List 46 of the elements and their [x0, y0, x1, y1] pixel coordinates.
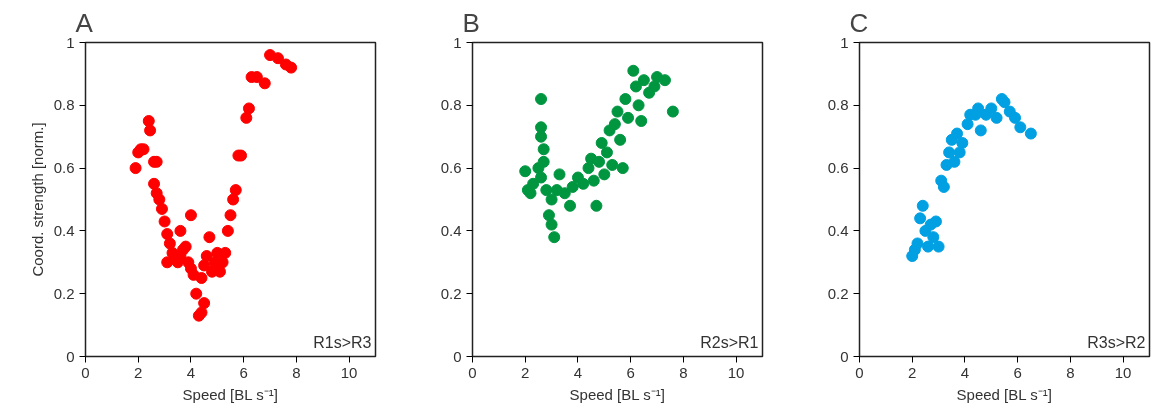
x-tick-label: 6: [626, 363, 635, 381]
x-tick-label: 4: [573, 363, 583, 381]
y-tick-label: 0.8: [827, 96, 849, 114]
annotation: R2s>R1: [700, 333, 759, 351]
x-tick-label: 4: [186, 363, 196, 381]
annotation: R1s>R3: [313, 333, 372, 351]
y-tick-label: 0.4: [827, 221, 849, 239]
y-tick-label: 0: [66, 347, 75, 365]
y-tick-label: 0.6: [53, 159, 75, 177]
x-tick-label: 8: [292, 363, 301, 381]
chart-title: B: [462, 7, 480, 38]
x-tick-label: 10: [1114, 363, 1132, 381]
x-axis-title: Speed [BL s⁻¹]: [569, 385, 665, 403]
y-tick-label: 0.4: [440, 221, 462, 239]
y-tick-label: 0.6: [440, 159, 462, 177]
x-tick-label: 10: [727, 363, 745, 381]
x-axis-title: Speed [BL s⁻¹]: [956, 385, 1052, 403]
x-tick-label: 2: [521, 363, 530, 381]
y-tick-label: 1: [66, 33, 75, 51]
y-tick-label: 0.2: [827, 284, 849, 302]
x-tick-label: 0: [855, 363, 864, 381]
x-tick-label: 8: [679, 363, 688, 381]
x-tick-label: 2: [134, 363, 143, 381]
y-tick-label: 0.8: [53, 96, 75, 114]
y-tick-label: 0.2: [53, 284, 75, 302]
y-tick-label: 0.6: [827, 159, 849, 177]
y-tick-label: 0: [840, 347, 849, 365]
x-tick-label: 8: [1066, 363, 1075, 381]
y-tick-label: 0.2: [440, 284, 462, 302]
y-tick-label: 0.8: [440, 96, 462, 114]
x-tick-label: 0: [468, 363, 477, 381]
y-tick-label: 0.4: [53, 221, 75, 239]
x-tick-label: 10: [340, 363, 358, 381]
annotation: R3s>R2: [1087, 333, 1146, 351]
x-axis-title: Speed [BL s⁻¹]: [182, 385, 278, 403]
y-tick-label: 1: [453, 33, 462, 51]
x-tick-label: 6: [1013, 363, 1022, 381]
x-tick-label: 6: [239, 363, 248, 381]
chart-title: C: [849, 7, 869, 38]
chart-title: A: [75, 7, 94, 38]
x-tick-label: 0: [81, 363, 90, 381]
y-axis-title: Coord. strength [norm.]: [28, 122, 46, 277]
y-tick-label: 1: [840, 33, 849, 51]
y-tick-label: 0: [453, 347, 462, 365]
x-tick-label: 4: [960, 363, 970, 381]
x-tick-label: 2: [908, 363, 917, 381]
